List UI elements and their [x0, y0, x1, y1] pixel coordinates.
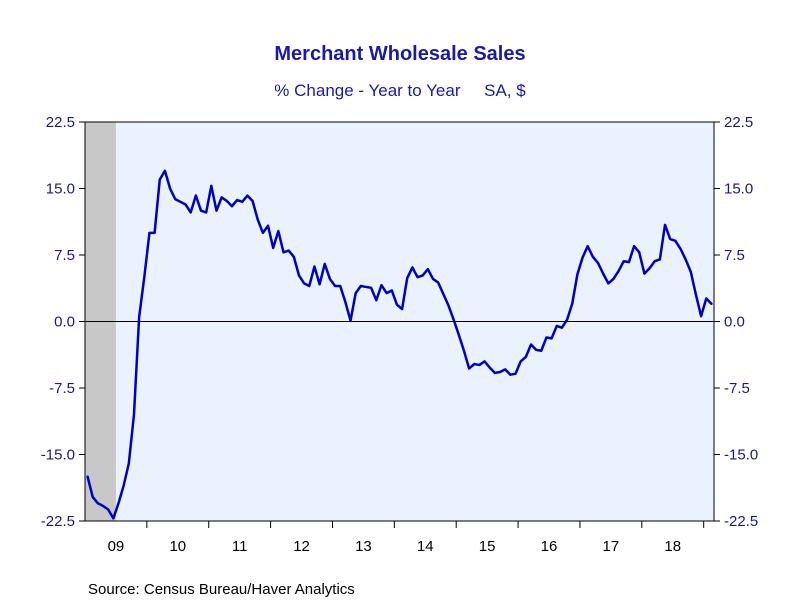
y-axis-labels: 22.5 22.5 15.0 15.0 7.5 7.5 0.0 0.0 -7.5 -7.5 -15.… [41, 114, 758, 530]
source-note: Source: Census Bureau/Haver Analytics [88, 581, 355, 598]
y-tick-label-left: 15.0 [46, 181, 75, 198]
y-tick-label-left: 0.0 [54, 314, 75, 331]
y-tick-label-right: -22.5 [724, 513, 758, 530]
x-tick-label: 10 [169, 538, 186, 555]
x-tick-label: 18 [664, 538, 681, 555]
y-tick-label-right: -7.5 [724, 380, 750, 397]
y-tick-label-right: 15.0 [724, 181, 753, 198]
x-tick-label: 12 [293, 538, 310, 555]
y-axis-ticks [79, 121, 720, 522]
y-tick-label-left: -15.0 [41, 447, 75, 464]
plot-frame [84, 121, 715, 522]
series-line [86, 169, 713, 520]
y-tick-label-left: -7.5 [49, 380, 75, 397]
x-axis-ticks [146, 521, 705, 528]
y-tick-label-right: 22.5 [724, 114, 753, 131]
x-axis-labels: 09 10 11 12 13 14 15 16 17 18 [108, 538, 682, 555]
chart-subtitle: % Change - Year to Year SA, $ [274, 81, 526, 100]
x-tick-label: 16 [541, 538, 558, 555]
y-tick-label-right: 7.5 [724, 247, 745, 264]
chart-title: Merchant Wholesale Sales [274, 43, 525, 65]
x-tick-label: 14 [417, 538, 434, 555]
x-tick-label: 15 [479, 538, 496, 555]
y-tick-label-left: -22.5 [41, 513, 75, 530]
y-tick-label-left: 22.5 [46, 114, 75, 131]
y-tick-label-left: 7.5 [54, 247, 75, 264]
x-tick-label: 09 [108, 538, 125, 555]
x-tick-label: 13 [355, 538, 372, 555]
y-tick-label-right: 0.0 [724, 314, 745, 331]
x-tick-label: 11 [232, 538, 248, 555]
y-tick-label-right: -15.0 [724, 447, 758, 464]
x-tick-label: 17 [603, 538, 620, 555]
